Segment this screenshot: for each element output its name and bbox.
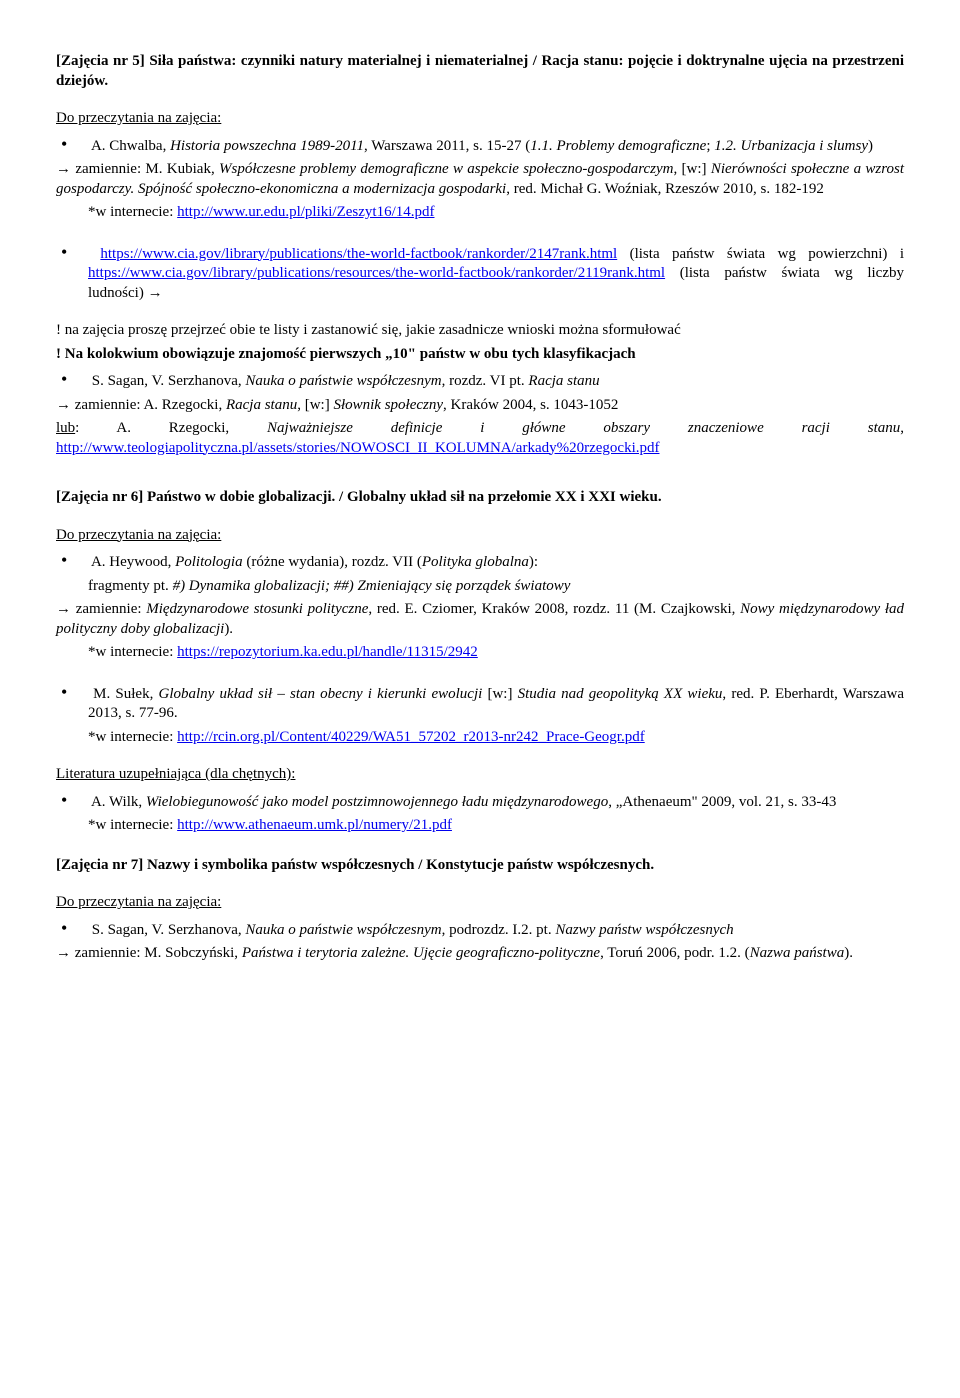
text: zamiennie: M. Kubiak, — [75, 161, 219, 177]
link[interactable]: https://repozytorium.ka.edu.pl/handle/11… — [177, 644, 478, 660]
sec6-item-1: A. Heywood, Politologia (różne wydania),… — [88, 549, 904, 573]
text: Historia powszechna 1989-2011 — [170, 138, 364, 154]
sec5-sub1: zamiennie: M. Kubiak, Współczesne proble… — [56, 160, 904, 199]
text: , [w:] — [297, 397, 333, 413]
text: , red. E. Cziomer, Kraków 2008, rozdz. 1… — [368, 601, 740, 617]
text: *w internecie: — [88, 644, 177, 660]
text: *w internecie: — [88, 204, 177, 220]
text: A. Chwalba, — [91, 138, 170, 154]
text: *w internecie: — [88, 729, 177, 745]
sec5-note2: ! Na kolokwium obowiązuje znajomość pier… — [56, 345, 904, 365]
text: Nazwa państwa — [750, 945, 845, 961]
text: zamiennie: M. Sobczyński, — [75, 945, 242, 961]
text: fragmenty pt. — [88, 578, 173, 594]
text: Globalny układ sił – stan obecny i kieru… — [159, 686, 488, 702]
text: 1.1. Problemy demograficzne — [530, 138, 706, 154]
text: Politologia — [175, 554, 246, 570]
text: Najważniejsze definicje i główne obszary… — [267, 420, 900, 436]
link[interactable]: http://rcin.org.pl/Content/40229/WA51_57… — [177, 729, 645, 745]
sec5-item-2: https://www.cia.gov/library/publications… — [88, 241, 904, 304]
read-heading-7: Do przeczytania na zajęcia: — [56, 893, 904, 913]
sec6-frag: fragmenty pt. #) Dynamika globalizacji; … — [56, 577, 904, 597]
text: , Warszawa 2011, s. 15-27 ( — [364, 138, 530, 154]
text: Międzynarodowe stosunki polityczne — [146, 601, 368, 617]
text: 1.2. Urbanizacja i slumsy — [714, 138, 868, 154]
text: *w internecie: — [88, 817, 177, 833]
text: (różne wydania), rozdz. VII ( — [246, 554, 421, 570]
sec5-sub1-net: *w internecie: http://www.ur.edu.pl/plik… — [56, 203, 904, 223]
text: : A. Rzegocki, — [75, 420, 267, 436]
text: Studia nad geopolityką XX wieku — [518, 686, 723, 702]
text: Nauka o państwie współczesnym — [245, 922, 441, 938]
lit-heading-6: Literatura uzupełniająca (dla chętnych): — [56, 765, 904, 785]
text: , [w:] — [673, 161, 710, 177]
sec5-item-1: A. Chwalba, Historia powszechna 1989-201… — [88, 133, 904, 157]
link[interactable]: http://www.teologiapolityczna.pl/assets/… — [56, 440, 660, 456]
link[interactable]: http://www.athenaeum.umk.pl/numery/21.pd… — [177, 817, 452, 833]
text: , Kraków 2004, s. 1043-1052 — [443, 397, 618, 413]
sec6-item3-net: *w internecie: http://www.athenaeum.umk.… — [56, 816, 904, 836]
text: zamiennie: — [76, 601, 147, 617]
text: ) — [868, 138, 873, 154]
text: Wielobiegunowość jako model postzimnowoj… — [146, 794, 608, 810]
sec6-item2-net: *w internecie: http://rcin.org.pl/Conten… — [56, 728, 904, 748]
sec6-sub1: zamiennie: Międzynarodowe stosunki polit… — [56, 600, 904, 639]
text: Polityka globalna — [422, 554, 529, 570]
sec7-item-1: S. Sagan, V. Serzhanova, Nauka o państwi… — [88, 917, 904, 941]
sec5-sub3: zamiennie: A. Rzegocki, Racja stanu, [w:… — [56, 396, 904, 416]
sec6-item-3: A. Wilk, Wielobiegunowość jako model pos… — [88, 789, 904, 813]
text: S. Sagan, V. Serzhanova, — [92, 922, 246, 938]
text: Nazwy państw współczesnych — [555, 922, 733, 938]
section-6-title: [Zajęcia nr 6] Państwo w dobie globaliza… — [56, 488, 904, 508]
text: A. Wilk, — [91, 794, 146, 810]
section-5-title: [Zajęcia nr 5] Siła państwa: czynniki na… — [56, 52, 904, 91]
section-7-title: [Zajęcia nr 7] Nazwy i symbolika państw … — [56, 856, 904, 876]
text: lub — [56, 420, 75, 436]
text: #) Dynamika globalizacji; ##) Zmieniając… — [173, 578, 571, 594]
sec5-item-3: S. Sagan, V. Serzhanova, Nauka o państwi… — [88, 368, 904, 392]
text: M. Sułek, — [93, 686, 158, 702]
text: [w:] — [487, 686, 517, 702]
link[interactable]: http://www.ur.edu.pl/pliki/Zeszyt16/14.p… — [177, 204, 434, 220]
text: , rozdz. VI pt. — [442, 373, 529, 389]
text: S. Sagan, V. Serzhanova, — [92, 373, 246, 389]
text: , „Athenaeum" 2009, vol. 21, s. 33-43 — [608, 794, 836, 810]
text: A. Heywood, — [91, 554, 175, 570]
text: Państwa i terytoria zależne. Ujęcie geog… — [242, 945, 600, 961]
text: , podrozdz. I.2. pt. — [442, 922, 556, 938]
sec7-sub1: zamiennie: M. Sobczyński, Państwa i tery… — [56, 944, 904, 964]
link[interactable]: https://www.cia.gov/library/publications… — [88, 265, 665, 281]
text: , — [900, 420, 904, 436]
text: Nauka o państwie współczesnym — [245, 373, 441, 389]
text: , red. Michał G. Woźniak, Rzeszów 2010, … — [506, 181, 824, 197]
text: Racja stanu — [528, 373, 599, 389]
text: , Toruń 2006, podr. 1.2. ( — [600, 945, 750, 961]
sec5-lub: lub: A. Rzegocki, Najważniejsze definicj… — [56, 419, 904, 458]
sec6-sub1-net: *w internecie: https://repozytorium.ka.e… — [56, 643, 904, 663]
text: Współczesne problemy demograficzne w asp… — [219, 161, 673, 177]
text: ). — [844, 945, 853, 961]
link[interactable]: https://www.cia.gov/library/publications… — [100, 246, 617, 262]
read-heading-6: Do przeczytania na zajęcia: — [56, 526, 904, 546]
sec6-item-2: M. Sułek, Globalny układ sił – stan obec… — [88, 681, 904, 724]
text: (lista państw świata wg powierzchni) i — [617, 246, 904, 262]
text: ): — [529, 554, 538, 570]
text: Słownik społeczny — [333, 397, 443, 413]
sec5-note1: ! na zajęcia proszę przejrzeć obie te li… — [56, 321, 904, 341]
text: Racja stanu — [226, 397, 297, 413]
text: zamiennie: A. Rzegocki, — [75, 397, 226, 413]
text: ). — [224, 621, 233, 637]
read-heading-5: Do przeczytania na zajęcia: — [56, 109, 904, 129]
